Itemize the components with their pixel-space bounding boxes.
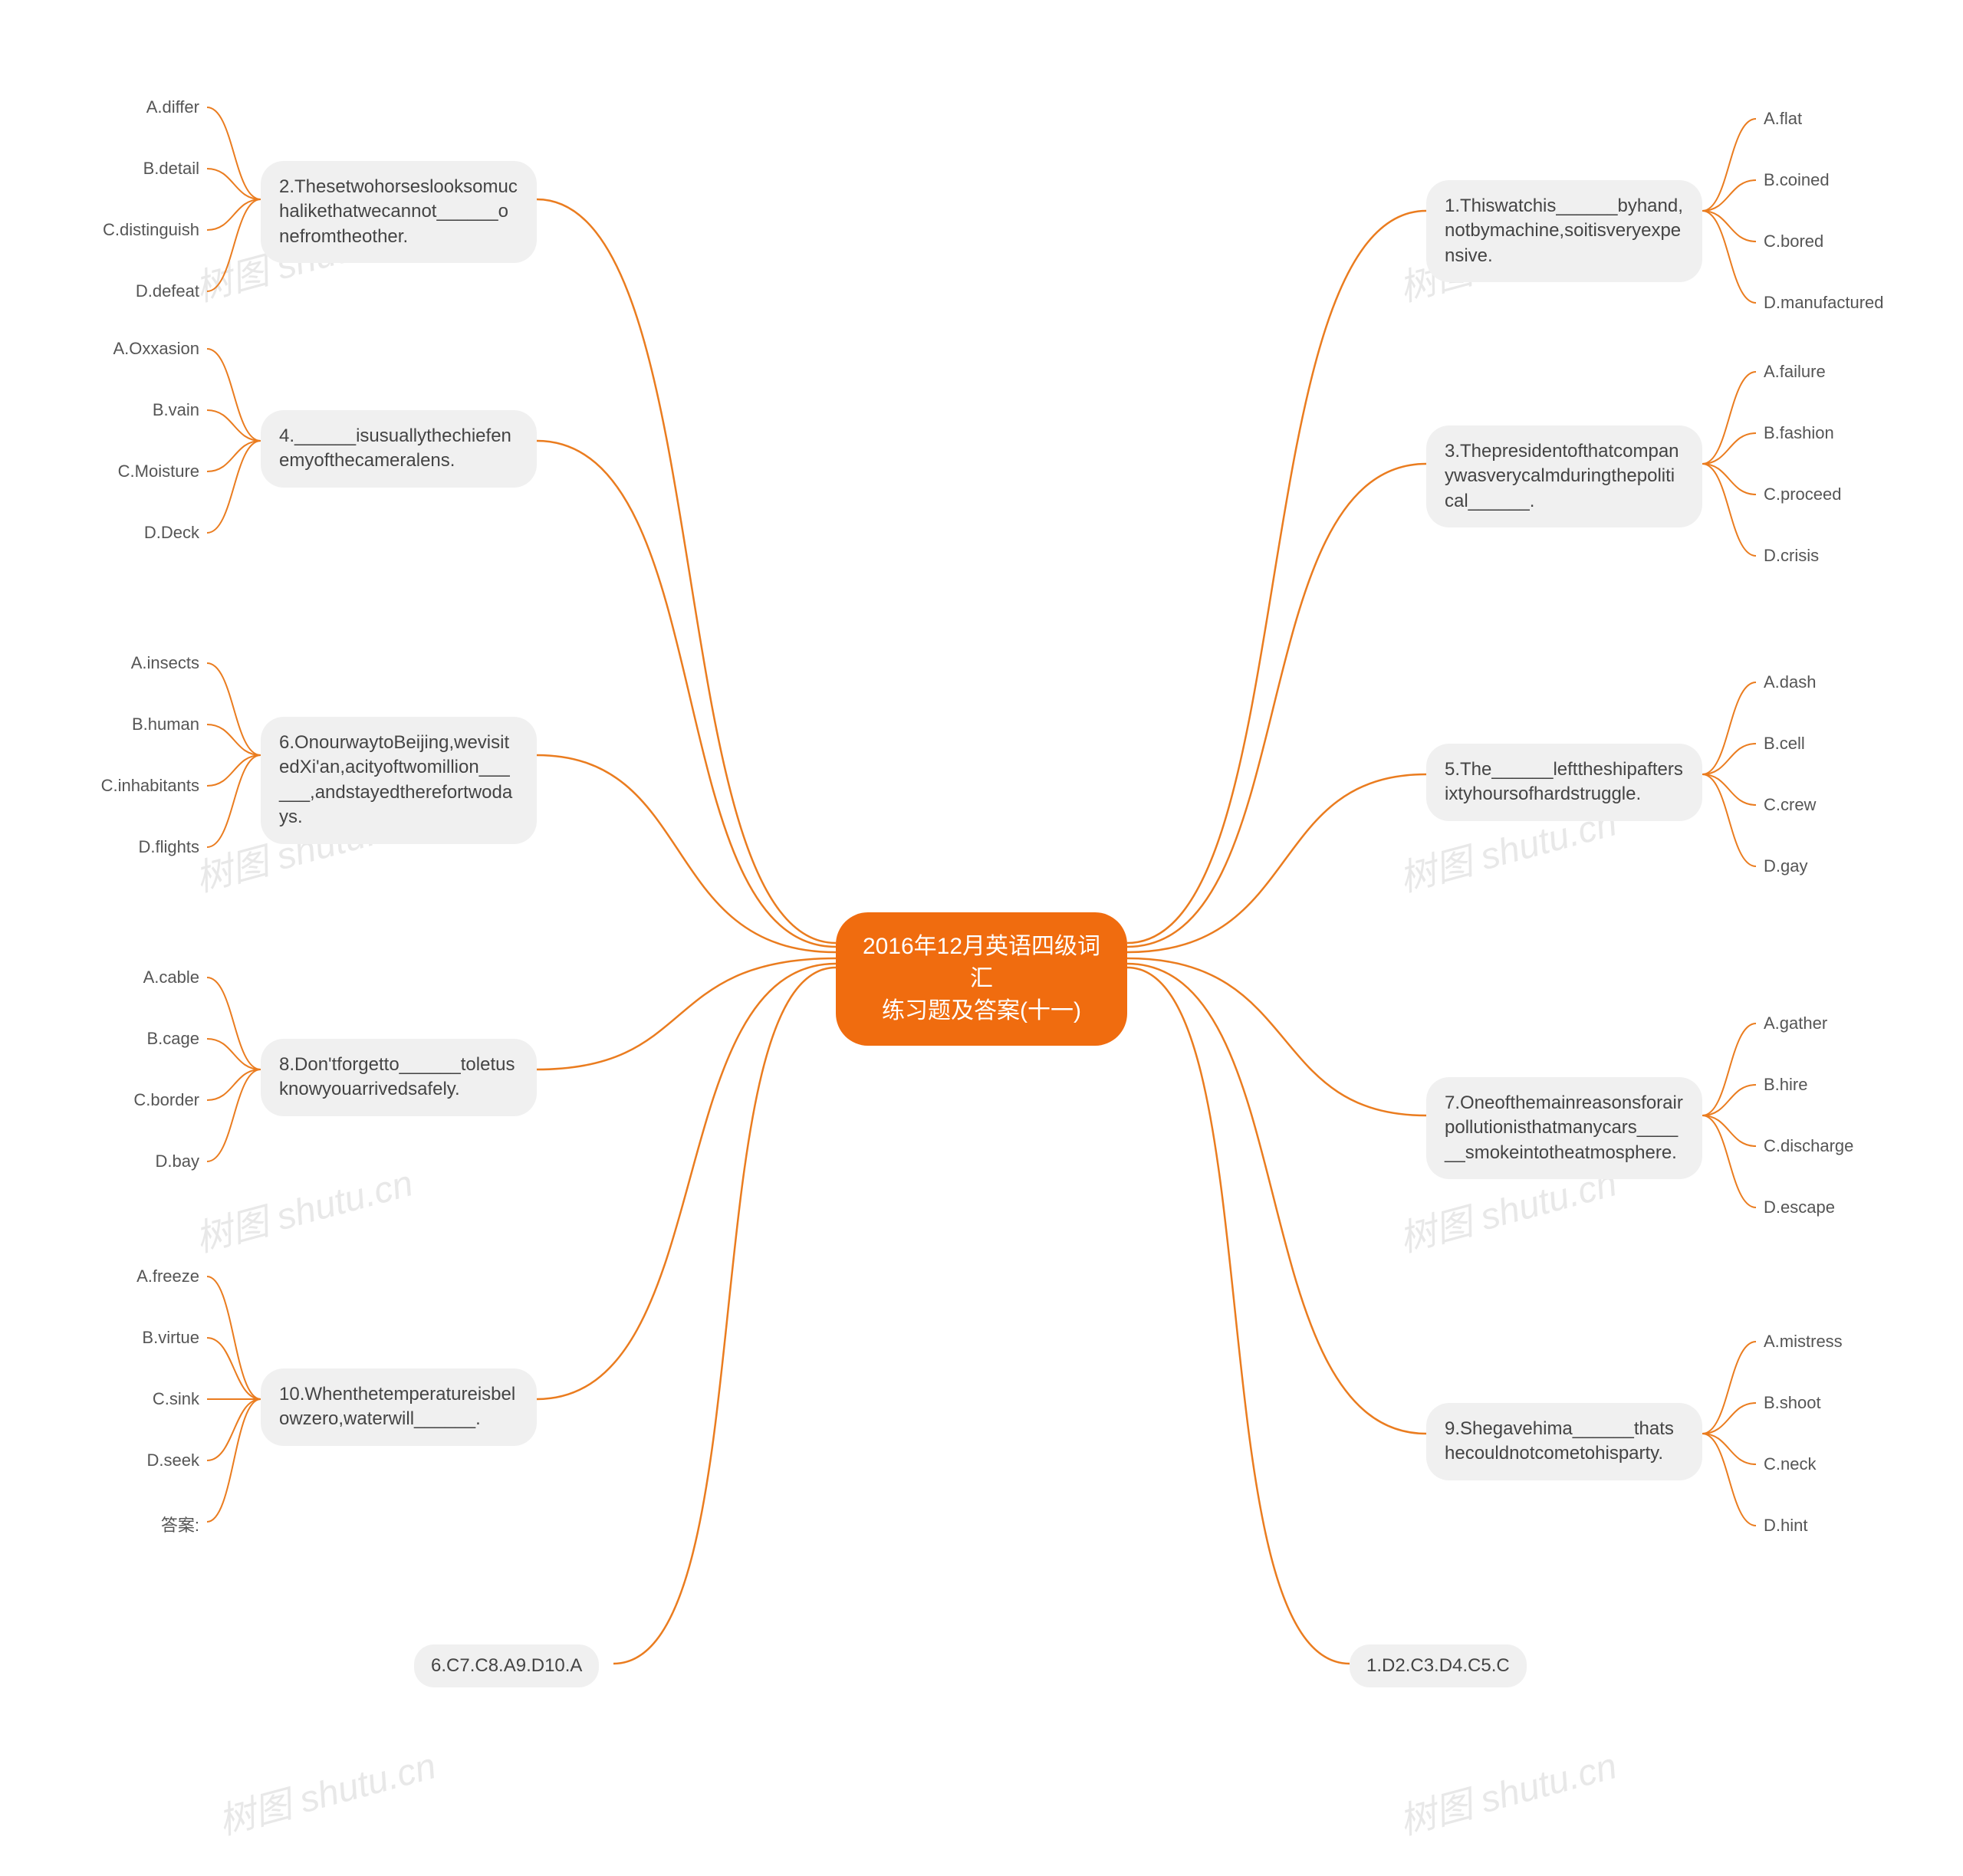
q2-opt-d: D.defeat xyxy=(46,281,199,301)
q8-opt-b: B.cage xyxy=(46,1029,199,1049)
q6-opt-c: C.inhabitants xyxy=(46,776,199,796)
answer-key-2: 6.C7.C8.A9.D10.A xyxy=(414,1644,599,1687)
q1-opt-c: C.bored xyxy=(1764,232,1823,251)
q1-opt-d: D.manufactured xyxy=(1764,293,1884,313)
answer-key-1: 1.D2.C3.D4.C5.C xyxy=(1350,1644,1527,1687)
q3-opt-a: A.failure xyxy=(1764,362,1826,382)
q1-opt-a: A.flat xyxy=(1764,109,1802,129)
question-4: 4.______isusuallythechiefenemyofthecamer… xyxy=(261,410,537,488)
watermark: 树图 shutu.cn xyxy=(1393,1736,1622,1845)
question-7: 7.Oneofthemainreasonsforairpollutionisth… xyxy=(1426,1077,1702,1179)
question-1: 1.Thiswatchis______byhand,notbymachine,s… xyxy=(1426,180,1702,282)
q3-opt-d: D.crisis xyxy=(1764,546,1819,566)
q6-opt-d: D.flights xyxy=(46,837,199,857)
center-title-line1: 2016年12月英语四级词汇 xyxy=(863,934,1100,991)
q4-opt-b: B.vain xyxy=(46,400,199,420)
q7-opt-c: C.discharge xyxy=(1764,1136,1853,1156)
q8-opt-d: D.bay xyxy=(46,1152,199,1171)
watermark: 树图 shutu.cn xyxy=(212,1736,441,1845)
mindmap-center: 2016年12月英语四级词汇 练习题及答案(十一) xyxy=(836,912,1127,1046)
q2-opt-b: B.detail xyxy=(46,159,199,179)
q6-opt-b: B.human xyxy=(46,715,199,734)
q3-opt-b: B.fashion xyxy=(1764,423,1834,443)
question-8: 8.Don'tforgetto______toletusknowyouarriv… xyxy=(261,1039,537,1116)
q9-opt-b: B.shoot xyxy=(1764,1393,1821,1413)
q8-opt-c: C.border xyxy=(46,1090,199,1110)
q7-opt-a: A.gather xyxy=(1764,1014,1827,1033)
q5-opt-a: A.dash xyxy=(1764,672,1817,692)
q10-opt-a: A.freeze xyxy=(46,1267,199,1286)
q4-opt-c: C.Moisture xyxy=(46,462,199,481)
question-3: 3.Thepresidentofthatcompanywasverycalmdu… xyxy=(1426,425,1702,527)
q3-opt-c: C.proceed xyxy=(1764,485,1842,504)
q4-opt-d: D.Deck xyxy=(46,523,199,543)
question-6: 6.OnourwaytoBeijing,wevisitedXi'an,acity… xyxy=(261,717,537,844)
q10-answer-label: 答案: xyxy=(46,1512,199,1536)
q10-opt-d: D.seek xyxy=(46,1451,199,1470)
question-10: 10.Whenthetemperatureisbelowzero,waterwi… xyxy=(261,1368,537,1446)
q9-opt-d: D.hint xyxy=(1764,1516,1807,1536)
q8-opt-a: A.cable xyxy=(46,968,199,987)
center-title-line2: 练习题及答案(十一) xyxy=(882,998,1081,1023)
q7-opt-b: B.hire xyxy=(1764,1075,1807,1095)
q2-opt-c: C.distinguish xyxy=(46,220,199,240)
question-2: 2.Thesetwohorseslooksomuchalikethatwecan… xyxy=(261,161,537,263)
q9-opt-a: A.mistress xyxy=(1764,1332,1843,1352)
q1-opt-b: B.coined xyxy=(1764,170,1830,190)
question-9: 9.Shegavehima______thatshecouldnotcometo… xyxy=(1426,1403,1702,1480)
q9-opt-c: C.neck xyxy=(1764,1454,1816,1474)
q10-opt-c: C.sink xyxy=(46,1389,199,1409)
q5-opt-d: D.gay xyxy=(1764,856,1807,876)
q7-opt-d: D.escape xyxy=(1764,1198,1835,1217)
q2-opt-a: A.differ xyxy=(46,97,199,117)
q6-opt-a: A.insects xyxy=(46,653,199,673)
question-5: 5.The______lefttheshipaftersixtyhoursofh… xyxy=(1426,744,1702,821)
q10-opt-b: B.virtue xyxy=(46,1328,199,1348)
watermark: 树图 shutu.cn xyxy=(189,1153,418,1263)
q5-opt-b: B.cell xyxy=(1764,734,1805,754)
q5-opt-c: C.crew xyxy=(1764,795,1816,815)
q4-opt-a: A.Oxxasion xyxy=(46,339,199,359)
